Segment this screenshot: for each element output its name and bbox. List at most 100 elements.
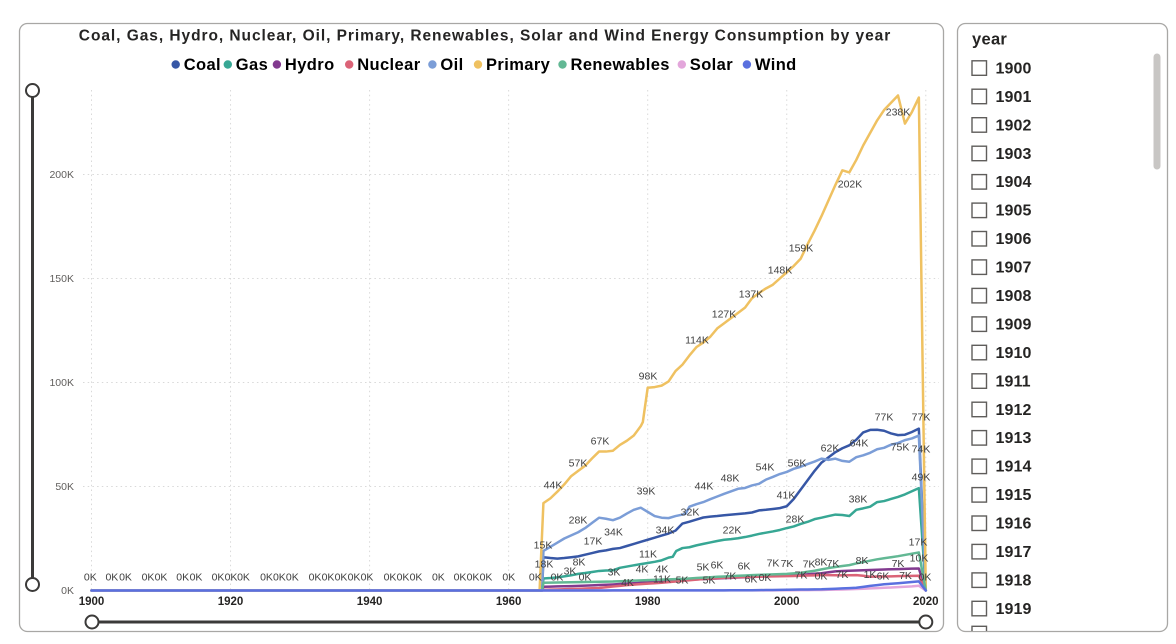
svg-text:0K: 0K [286, 572, 299, 584]
svg-text:150K: 150K [49, 273, 74, 285]
svg-text:28K: 28K [786, 514, 805, 526]
svg-text:75K: 75K [891, 442, 910, 454]
svg-text:7K: 7K [803, 559, 816, 571]
svg-text:0K: 0K [309, 572, 322, 584]
svg-text:1900: 1900 [79, 596, 105, 608]
svg-text:67K: 67K [591, 436, 610, 448]
svg-text:7K: 7K [781, 558, 794, 570]
svg-text:28K: 28K [569, 515, 588, 527]
svg-text:34K: 34K [656, 525, 675, 537]
svg-text:39K: 39K [637, 486, 656, 498]
svg-text:1915: 1915 [996, 487, 1032, 504]
svg-text:Coal, Gas, Hydro, Nuclear, Oil: Coal, Gas, Hydro, Nuclear, Oil, Primary,… [79, 28, 891, 45]
svg-text:1902: 1902 [996, 117, 1032, 134]
svg-text:41K: 41K [777, 490, 796, 502]
svg-text:0K: 0K [397, 572, 410, 584]
svg-text:50K: 50K [55, 481, 74, 493]
svg-text:1910: 1910 [996, 345, 1032, 362]
svg-text:5K: 5K [703, 575, 716, 587]
svg-text:1904: 1904 [996, 174, 1032, 191]
svg-text:0K: 0K [410, 572, 423, 584]
svg-text:1900: 1900 [996, 60, 1032, 77]
svg-text:238K: 238K [886, 107, 911, 119]
svg-text:0K: 0K [142, 572, 155, 584]
svg-text:0K: 0K [176, 572, 189, 584]
svg-text:17K: 17K [584, 536, 603, 548]
svg-text:200K: 200K [49, 169, 74, 181]
svg-text:1912: 1912 [996, 402, 1032, 419]
svg-text:2020: 2020 [913, 596, 939, 608]
svg-text:8K: 8K [573, 557, 586, 569]
svg-text:11K: 11K [653, 574, 671, 586]
svg-text:127K: 127K [712, 309, 737, 321]
svg-text:2000: 2000 [774, 596, 800, 608]
svg-text:1918: 1918 [996, 573, 1032, 590]
svg-text:48K: 48K [721, 473, 740, 485]
svg-text:0K: 0K [105, 572, 118, 584]
svg-text:4K: 4K [621, 577, 634, 589]
svg-text:62K: 62K [821, 443, 840, 455]
svg-text:6K: 6K [711, 560, 724, 572]
svg-text:17K: 17K [909, 537, 928, 549]
svg-text:1919: 1919 [996, 601, 1032, 618]
svg-text:0K: 0K [119, 572, 132, 584]
svg-text:1914: 1914 [996, 459, 1032, 476]
svg-text:5K: 5K [697, 562, 710, 574]
svg-text:1940: 1940 [357, 596, 383, 608]
svg-text:0K: 0K [335, 572, 348, 584]
svg-text:1909: 1909 [996, 316, 1032, 333]
svg-text:Nuclear: Nuclear [357, 56, 421, 74]
svg-text:3K: 3K [608, 567, 621, 579]
svg-text:0K: 0K [237, 572, 250, 584]
svg-text:148K: 148K [768, 265, 793, 277]
svg-text:0K: 0K [348, 572, 361, 584]
svg-text:1917: 1917 [996, 544, 1032, 561]
svg-text:1903: 1903 [996, 146, 1032, 163]
svg-text:202K: 202K [838, 179, 863, 191]
svg-text:56K: 56K [788, 458, 807, 470]
svg-text:0K: 0K [480, 572, 493, 584]
svg-text:0K: 0K [212, 572, 225, 584]
svg-text:Renewables: Renewables [571, 56, 670, 74]
svg-text:0K: 0K [759, 572, 772, 584]
svg-text:15K: 15K [534, 540, 553, 552]
svg-text:1905: 1905 [996, 203, 1032, 220]
svg-text:0K: 0K [155, 572, 168, 584]
svg-text:1907: 1907 [996, 260, 1032, 277]
svg-text:7K: 7K [767, 558, 780, 570]
svg-text:7K: 7K [899, 570, 912, 582]
svg-text:159K: 159K [789, 243, 814, 255]
svg-text:7K: 7K [827, 558, 840, 570]
svg-text:44K: 44K [544, 480, 563, 492]
svg-text:8K: 8K [856, 555, 869, 567]
svg-text:7K: 7K [836, 569, 849, 581]
svg-text:6K: 6K [738, 561, 751, 573]
svg-text:0K: 0K [579, 572, 592, 584]
svg-text:0K: 0K [432, 572, 445, 584]
svg-text:10K: 10K [910, 553, 929, 565]
svg-text:0K: 0K [273, 572, 286, 584]
svg-text:11K: 11K [639, 549, 657, 561]
svg-text:0K: 0K [502, 572, 515, 584]
svg-text:114K: 114K [685, 335, 709, 347]
svg-text:0K: 0K [384, 572, 397, 584]
svg-text:0K: 0K [361, 572, 374, 584]
svg-text:0K: 0K [551, 572, 564, 584]
svg-text:7K: 7K [724, 571, 737, 583]
svg-text:1908: 1908 [996, 288, 1032, 305]
svg-text:1980: 1980 [635, 596, 661, 608]
svg-text:6K: 6K [745, 574, 758, 586]
svg-text:6K: 6K [877, 571, 890, 583]
svg-text:0K: 0K [454, 572, 467, 584]
svg-text:1913: 1913 [996, 430, 1032, 447]
svg-text:7K: 7K [795, 570, 808, 582]
svg-text:Primary: Primary [486, 56, 551, 74]
svg-text:49K: 49K [912, 472, 931, 484]
svg-text:Gas: Gas [236, 56, 268, 74]
svg-text:Oil: Oil [440, 56, 463, 74]
svg-text:8K: 8K [815, 557, 828, 569]
svg-text:0K: 0K [61, 585, 74, 597]
svg-text:22K: 22K [723, 525, 742, 537]
svg-text:34K: 34K [604, 527, 623, 539]
svg-text:77K: 77K [875, 412, 894, 424]
